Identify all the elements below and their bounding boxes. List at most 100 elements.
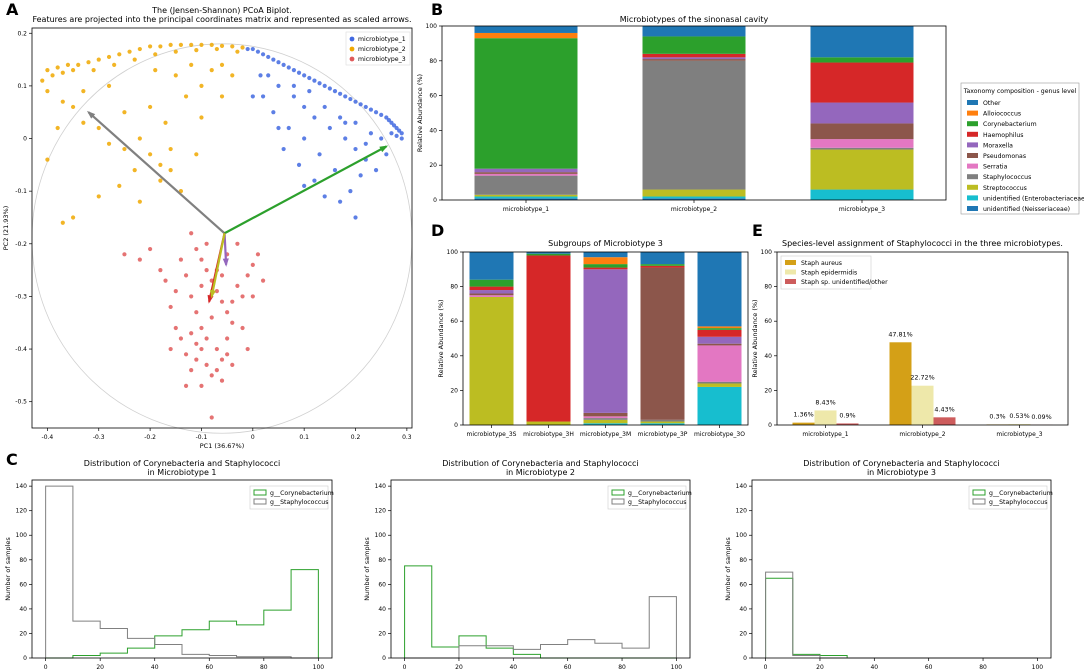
hist-ytick-label: 100 [736, 532, 748, 539]
bar-segment [474, 168, 578, 173]
pcoa-ytick-label: -0.3 [15, 293, 27, 300]
scatter-point [153, 52, 158, 57]
legend-swatch [967, 206, 978, 211]
legend-swatch [967, 195, 978, 201]
scatter-point [358, 173, 363, 178]
bar-segment [810, 147, 914, 150]
hist-frame [751, 479, 1052, 659]
bar [792, 422, 815, 425]
scatter-point [55, 65, 60, 70]
scatter-point [183, 94, 189, 99]
chart-title: Subgroups of Microbiotype 3 [548, 239, 663, 248]
scatter-point [65, 62, 71, 67]
category-label: microbiotype_3 [839, 206, 885, 213]
feature-arrow-head [210, 289, 216, 299]
scatter-point [112, 62, 117, 67]
bar-segment [642, 60, 746, 190]
hist-xtick-label: 80 [618, 664, 626, 671]
bar-ytick-label: 100 [447, 249, 459, 256]
scatter-point [91, 68, 96, 73]
scatter-point [168, 304, 173, 310]
hist-xtick-label: 80 [260, 664, 268, 671]
category-label: microbiotype_3M [580, 431, 631, 438]
scatter-point [199, 115, 204, 120]
scatter-point [358, 102, 363, 107]
bar-segment [640, 264, 685, 266]
scatter-point [137, 257, 142, 262]
scatter-point [204, 268, 209, 273]
scatter-point [194, 310, 199, 315]
legend-entry: g__Staphylococcus [628, 499, 686, 506]
scatter-point [70, 215, 76, 220]
bar-segment [469, 293, 514, 296]
chart-title: in Microbiotype 2 [506, 468, 575, 477]
scatter-point [322, 194, 327, 199]
bar-segment [697, 326, 742, 329]
scatter-point [276, 83, 281, 88]
bar-segment [583, 423, 628, 425]
scatter-point [219, 357, 225, 362]
chart-title: Distribution of Corynebacteria and Staph… [803, 459, 999, 468]
pcoa-xtick-label: -0.3 [93, 434, 105, 441]
hist-ytick-label: 40 [378, 606, 386, 613]
scatter-point [158, 162, 163, 167]
scatter-point [240, 45, 245, 50]
scatter-point [168, 42, 173, 47]
scatter-point [225, 352, 230, 357]
scatter-point [368, 107, 374, 112]
bar-segment [640, 267, 685, 420]
hist-xtick-label: 60 [205, 664, 213, 671]
hist-ytick-label: 40 [19, 606, 27, 613]
pcoa-xtick-label: -0.4 [42, 434, 54, 441]
scatter-point [219, 43, 225, 48]
scatter-point [281, 62, 286, 67]
scatter-point [122, 252, 127, 257]
pcoa-ytick-label: 0 [23, 136, 27, 143]
scatter-point [307, 89, 312, 94]
scatter-point [391, 123, 397, 128]
pcoa-frame [31, 27, 413, 429]
bar-segment [474, 38, 578, 169]
bar-segment [469, 296, 514, 425]
bar-segment [474, 32, 578, 39]
legend-box [249, 485, 329, 510]
hist-ytick-label: 60 [739, 581, 747, 588]
legend-entry: Haemophilus [983, 132, 1024, 139]
scatter-point [189, 231, 194, 236]
scatter-point [204, 362, 209, 367]
hist-ytick-label: 80 [378, 557, 386, 564]
data-label: 47.81% [888, 330, 912, 338]
legend-swatch [972, 498, 986, 505]
bar [814, 410, 837, 425]
hist-xtick-label: 20 [455, 664, 463, 671]
chart-title: in Microbiotype 3 [867, 468, 936, 477]
bar-ytick-label: 40 [450, 353, 458, 360]
scatter-point [312, 178, 317, 183]
legend-swatch [967, 153, 978, 158]
legend-box [607, 485, 687, 510]
hist-ytick-label: 0 [23, 655, 27, 662]
bar-segment [526, 421, 571, 425]
bar-segment [810, 139, 914, 148]
scatter-point [245, 46, 250, 52]
scatter-point [240, 294, 245, 299]
bar-segment [583, 269, 628, 413]
scatter-point [230, 362, 235, 367]
scatter-point [60, 99, 65, 104]
scatter-point [163, 120, 168, 125]
bar-segment [583, 264, 628, 268]
scatter-point [353, 215, 358, 220]
y-axis-label: Relative Abundance (%) [437, 299, 445, 377]
scatter-point [338, 91, 343, 96]
chart-title: Distribution of Corynebacteria and Staph… [442, 459, 638, 468]
scatter-point [379, 136, 384, 141]
pcoa-ytick-label: -0.1 [15, 188, 27, 195]
scatter-point [50, 73, 55, 78]
hist-xtick-label: 40 [509, 664, 517, 671]
scatter-point [209, 42, 214, 47]
scatter-point [250, 46, 255, 52]
hist-xtick-label: 100 [313, 664, 325, 671]
scatter-point [168, 346, 173, 352]
y-axis-label: Relative Abundance (%) [416, 74, 424, 152]
chart-title: Species-level assignment of Staphylococc… [782, 239, 1063, 248]
